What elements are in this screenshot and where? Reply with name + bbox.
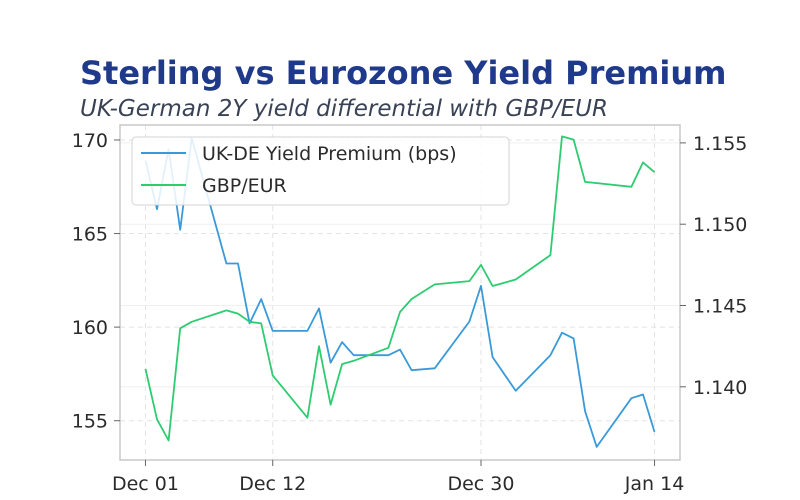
y-left-tick-label: 160 xyxy=(72,317,108,339)
x-tick-label: Dec 30 xyxy=(447,473,514,495)
chart-subtitle: UK-German 2Y yield differential with GBP… xyxy=(80,96,608,122)
x-tick-label: Dec 12 xyxy=(239,473,306,495)
legend-box xyxy=(131,136,510,206)
x-tick-label: Dec 01 xyxy=(112,473,179,495)
x-tick-label: Jan 14 xyxy=(624,473,685,495)
y-left-tick-label: 155 xyxy=(72,411,108,433)
legend-label-gbp-eur: GBP/EUR xyxy=(202,175,287,197)
chart-title: Sterling vs Eurozone Yield Premium xyxy=(80,54,727,92)
axis-layer: Dec 01 Dec 12 Dec 30 Jan 14 155 160 165 170 1.14… xyxy=(72,130,748,495)
series-line-yield-premium xyxy=(144,137,656,448)
plot-frame xyxy=(119,124,681,461)
series-layer xyxy=(144,135,656,448)
series-line-gbp-eur xyxy=(144,135,656,442)
legend-label-yield-premium: UK-DE Yield Premium (bps) xyxy=(202,143,457,165)
y-right-tick-label: 1.140 xyxy=(693,377,747,399)
y-right-tick-label: 1.145 xyxy=(693,296,747,318)
y-right-tick-label: 1.155 xyxy=(693,133,747,155)
legend: UK-DE Yield Premium (bps) GBP/EUR xyxy=(131,136,510,206)
y-left-tick-label: 165 xyxy=(72,224,108,246)
y-right-tick-label: 1.150 xyxy=(693,214,747,236)
y-left-tick-label: 170 xyxy=(72,130,108,152)
